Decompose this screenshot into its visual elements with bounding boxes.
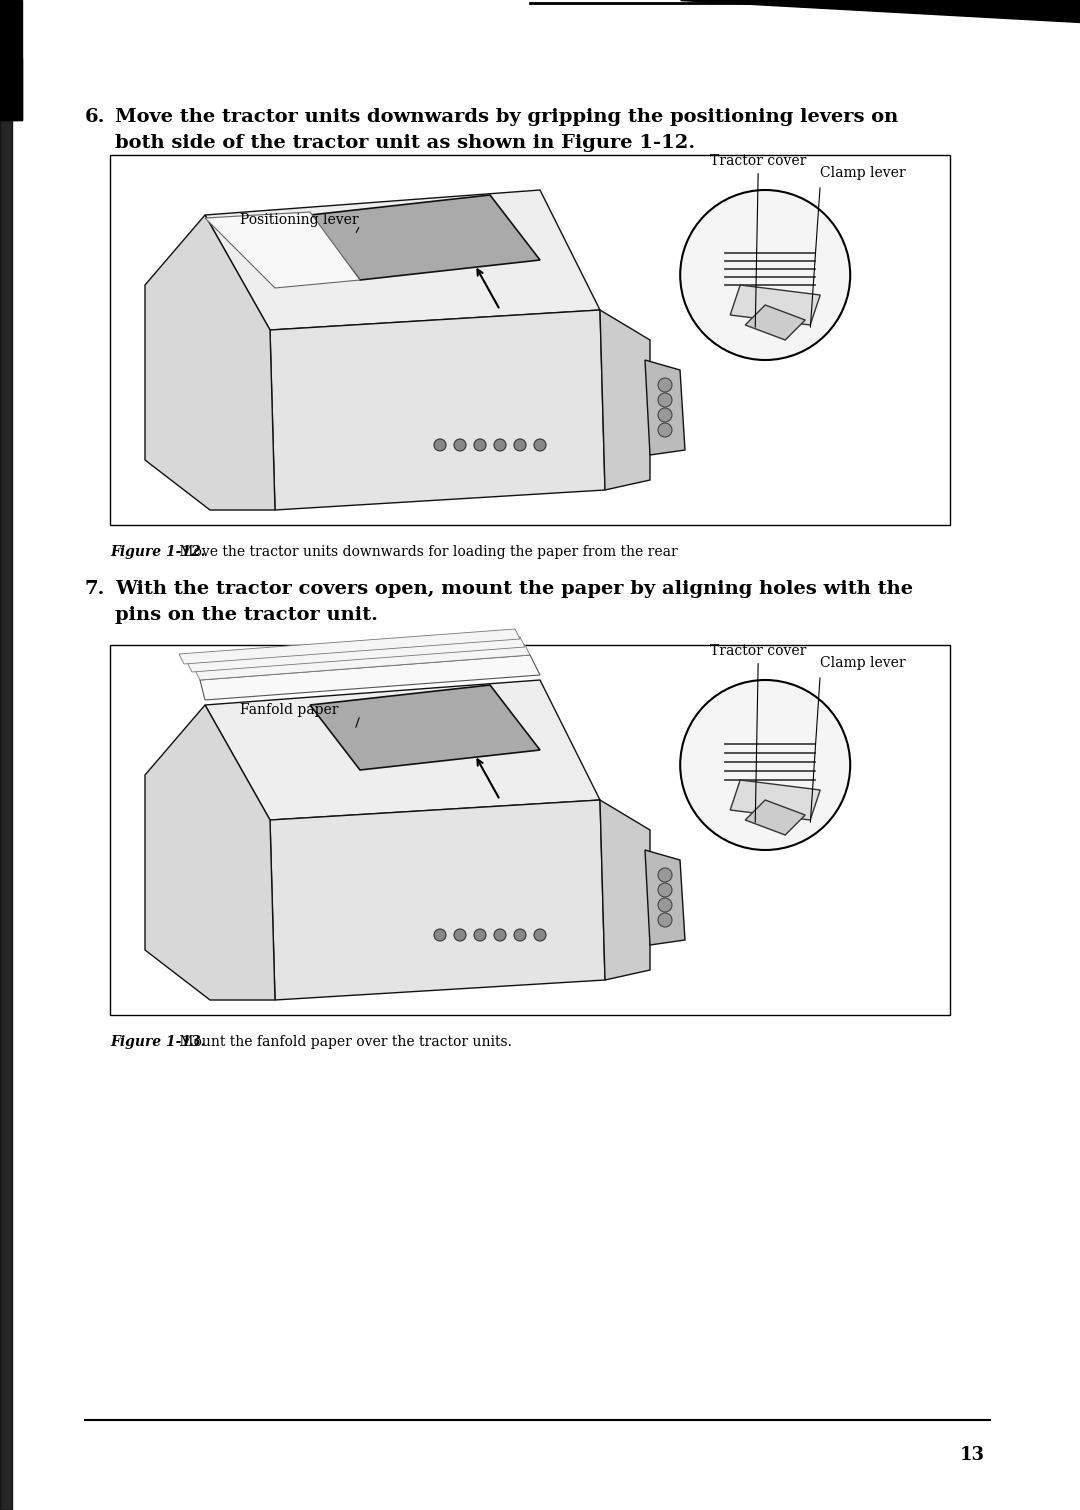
Polygon shape <box>645 850 685 945</box>
Text: 13: 13 <box>960 1447 985 1465</box>
Circle shape <box>658 408 672 421</box>
Circle shape <box>658 423 672 436</box>
Polygon shape <box>205 680 600 820</box>
Polygon shape <box>205 211 360 288</box>
Text: both side of the tractor unit as shown in Figure 1-12.: both side of the tractor unit as shown i… <box>114 134 696 153</box>
Circle shape <box>454 929 465 941</box>
Polygon shape <box>0 0 22 119</box>
Polygon shape <box>145 705 275 1000</box>
Polygon shape <box>145 214 275 510</box>
Polygon shape <box>195 645 530 680</box>
Circle shape <box>494 439 507 451</box>
Polygon shape <box>0 57 22 119</box>
Polygon shape <box>745 800 806 835</box>
Polygon shape <box>179 630 519 664</box>
Text: Tractor cover: Tractor cover <box>711 643 807 823</box>
Text: Positioning lever: Positioning lever <box>240 213 359 226</box>
Polygon shape <box>680 0 1080 23</box>
Polygon shape <box>0 0 12 1510</box>
Polygon shape <box>600 800 650 980</box>
Polygon shape <box>745 305 806 340</box>
Text: Figure 1-13.: Figure 1-13. <box>110 1034 205 1049</box>
Circle shape <box>658 393 672 408</box>
Circle shape <box>658 868 672 882</box>
Circle shape <box>494 929 507 941</box>
Circle shape <box>680 190 850 359</box>
Circle shape <box>474 929 486 941</box>
Circle shape <box>534 439 546 451</box>
Polygon shape <box>730 781 820 820</box>
Bar <box>110 156 950 525</box>
Polygon shape <box>310 686 540 770</box>
Circle shape <box>658 378 672 393</box>
Text: Figure 1-12.: Figure 1-12. <box>110 545 205 559</box>
Circle shape <box>514 439 526 451</box>
Text: 6.: 6. <box>85 109 106 125</box>
Circle shape <box>658 883 672 897</box>
Circle shape <box>680 680 850 850</box>
Text: Move the tractor units downwards by gripping the positioning levers on: Move the tractor units downwards by grip… <box>114 109 899 125</box>
Bar <box>110 645 950 1015</box>
Text: Clamp lever: Clamp lever <box>820 655 906 670</box>
Circle shape <box>474 439 486 451</box>
Text: With the tractor covers open, mount the paper by aligning holes with the: With the tractor covers open, mount the … <box>114 580 913 598</box>
Circle shape <box>434 929 446 941</box>
Polygon shape <box>270 800 605 1000</box>
Polygon shape <box>200 655 540 701</box>
Circle shape <box>534 929 546 941</box>
Text: 7.: 7. <box>85 580 106 598</box>
Polygon shape <box>730 285 820 325</box>
Polygon shape <box>645 359 685 455</box>
Circle shape <box>658 898 672 912</box>
Polygon shape <box>270 310 605 510</box>
Polygon shape <box>205 190 600 331</box>
Text: Fanfold paper: Fanfold paper <box>240 704 338 717</box>
Circle shape <box>454 439 465 451</box>
Polygon shape <box>310 195 540 279</box>
Polygon shape <box>600 310 650 491</box>
Text: Clamp lever: Clamp lever <box>820 166 906 180</box>
Circle shape <box>434 439 446 451</box>
Text: Tractor cover: Tractor cover <box>711 154 807 328</box>
Text: pins on the tractor unit.: pins on the tractor unit. <box>114 606 378 624</box>
Circle shape <box>514 929 526 941</box>
Text: Mount the fanfold paper over the tractor units.: Mount the fanfold paper over the tractor… <box>175 1034 512 1049</box>
Polygon shape <box>187 637 525 672</box>
Text: Move the tractor units downwards for loading the paper from the rear: Move the tractor units downwards for loa… <box>175 545 678 559</box>
Circle shape <box>658 914 672 927</box>
